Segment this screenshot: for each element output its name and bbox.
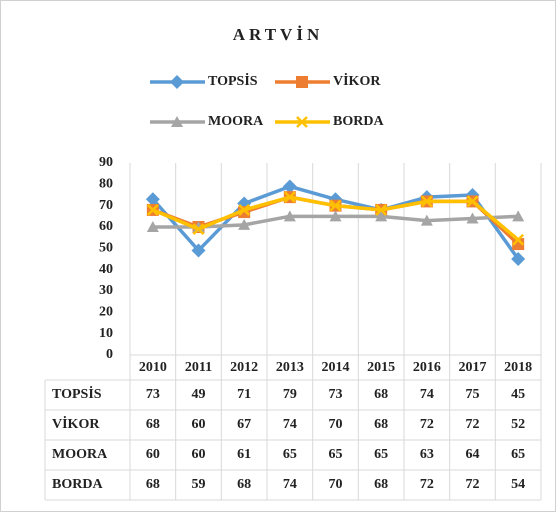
table-cell: 73 xyxy=(146,387,160,402)
table-row-label: BORDA xyxy=(52,477,103,492)
data-point xyxy=(282,179,297,194)
table-cell: 52 xyxy=(511,417,525,432)
table-cell: 74 xyxy=(283,417,297,432)
table-cell: 72 xyxy=(466,477,480,492)
table-row-label: TOPSİS xyxy=(52,385,102,402)
data-point xyxy=(329,210,342,222)
legend-label: MOORA xyxy=(208,114,264,129)
table-cell: 79 xyxy=(283,387,297,402)
data-point xyxy=(283,210,296,222)
table-cell: 60 xyxy=(146,447,160,462)
data-point xyxy=(192,223,205,236)
table-cell: 75 xyxy=(466,387,480,402)
table-cell: 63 xyxy=(420,447,434,462)
legend-marker xyxy=(296,116,308,128)
data-point xyxy=(420,195,433,208)
table-cell: 70 xyxy=(329,417,343,432)
data-point xyxy=(146,221,159,232)
table-cell: 67 xyxy=(237,417,251,432)
y-tick-label: 70 xyxy=(99,198,113,213)
table-cell: 72 xyxy=(420,417,434,432)
y-tick-label: 50 xyxy=(99,241,113,256)
x-tick-label: 2012 xyxy=(230,360,258,375)
table-cell: 65 xyxy=(511,447,525,462)
data-point xyxy=(283,191,296,204)
legend-marker xyxy=(296,76,308,88)
data-point xyxy=(146,204,159,216)
table-cell: 65 xyxy=(329,447,343,462)
x-tick-label: 2015 xyxy=(367,360,395,375)
data-point xyxy=(238,204,251,216)
table-cell: 72 xyxy=(466,417,480,432)
data-point xyxy=(238,218,251,230)
data-point xyxy=(512,210,525,222)
data-point xyxy=(145,192,160,207)
y-tick-label: 60 xyxy=(99,219,113,234)
data-point xyxy=(329,199,342,212)
data-point xyxy=(420,214,433,226)
table-cell: 68 xyxy=(374,417,388,432)
table-cell: 59 xyxy=(192,477,206,492)
table-row-label: MOORA xyxy=(52,447,108,462)
table-row-label: VİKOR xyxy=(52,415,100,432)
x-tick-label: 2018 xyxy=(504,360,532,375)
table-cell: 49 xyxy=(192,387,206,402)
table-cell: 70 xyxy=(329,477,343,492)
data-point xyxy=(466,195,479,208)
y-tick-label: 0 xyxy=(106,347,113,362)
x-tick-label: 2017 xyxy=(459,360,487,375)
table-cell: 60 xyxy=(192,447,206,462)
data-point xyxy=(375,204,388,216)
y-tick-label: 30 xyxy=(99,283,113,298)
data-point xyxy=(466,212,479,224)
table-cell: 72 xyxy=(420,477,434,492)
y-tick-label: 10 xyxy=(99,326,113,341)
x-tick-label: 2010 xyxy=(139,360,167,375)
table-cell: 68 xyxy=(374,387,388,402)
y-tick-label: 90 xyxy=(99,155,113,170)
table-cell: 74 xyxy=(420,387,434,402)
y-tick-label: 80 xyxy=(99,177,113,192)
data-point xyxy=(511,252,526,266)
x-tick-label: 2013 xyxy=(276,360,304,375)
legend-label: VİKOR xyxy=(333,72,381,89)
legend-label: BORDA xyxy=(333,114,384,129)
y-tick-label: 20 xyxy=(99,305,113,320)
data-point xyxy=(191,243,206,258)
table-cell: 71 xyxy=(237,387,251,402)
table-cell: 68 xyxy=(146,417,160,432)
table-cell: 68 xyxy=(237,477,251,492)
table-cell: 68 xyxy=(146,477,160,492)
table-cell: 68 xyxy=(374,477,388,492)
x-tick-label: 2011 xyxy=(185,360,212,375)
legend-label: TOPSİS xyxy=(208,72,258,89)
data-point xyxy=(375,210,388,222)
table-cell: 64 xyxy=(466,447,480,462)
chart-title: ARTVİN xyxy=(233,25,323,44)
legend-marker xyxy=(170,75,184,89)
table-cell: 61 xyxy=(237,447,251,462)
table-cell: 73 xyxy=(329,387,343,402)
table-cell: 45 xyxy=(511,387,525,402)
legend-marker xyxy=(171,116,183,127)
table-cell: 60 xyxy=(192,417,206,432)
table-cell: 65 xyxy=(283,447,297,462)
data-point xyxy=(512,233,525,246)
table-cell: 65 xyxy=(374,447,388,462)
y-tick-label: 40 xyxy=(99,262,113,277)
x-tick-label: 2016 xyxy=(413,360,441,375)
table-cell: 54 xyxy=(511,477,525,492)
x-tick-label: 2014 xyxy=(322,360,350,375)
table-cell: 74 xyxy=(283,477,297,492)
